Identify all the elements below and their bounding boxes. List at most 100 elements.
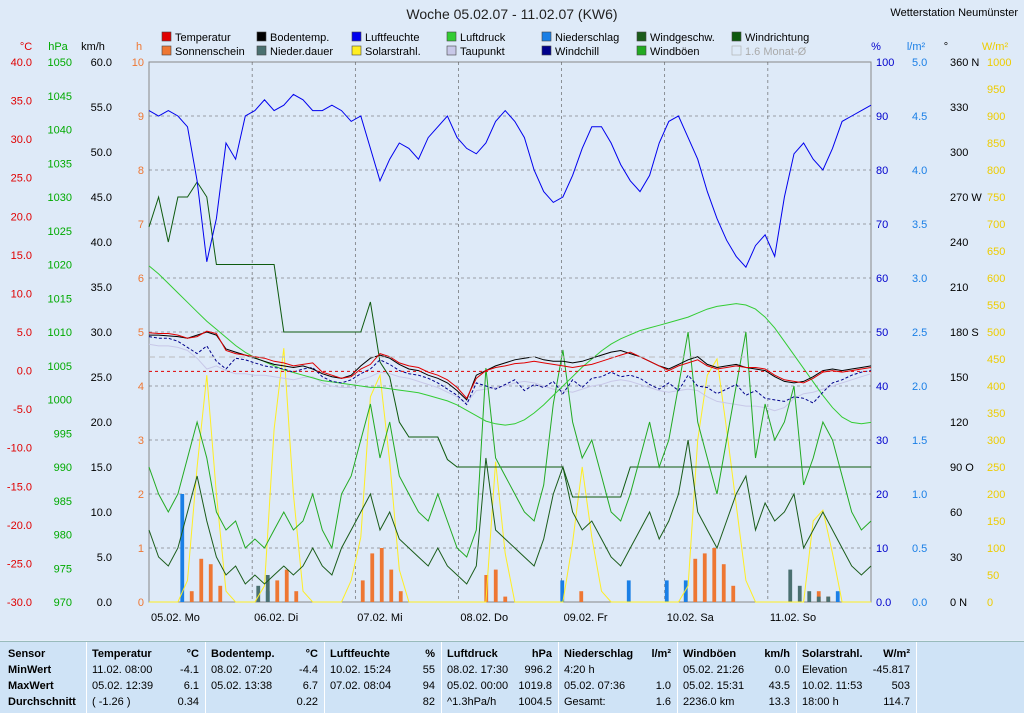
stats-row-labels: Sensor MinWert MaxWert Durchschnitt [0,642,87,713]
legend-swatch [446,31,457,42]
axis-tick-label: 3 [138,435,144,447]
x-tick-label: 07.02. Mi [357,612,402,624]
bar-niederschlag [626,580,631,602]
legend-item: Sonnenschein [161,45,245,58]
bar-niederschlag [683,580,688,602]
legend-item: Taupunkt [446,45,505,58]
axis-tick-label: 5.0 [912,57,927,69]
legend-swatch [161,31,172,42]
x-tick-label: 11.02. So [770,612,816,624]
axis-tick-label: 1000 [987,57,1011,69]
axis-tick-label: 200 [987,489,1005,501]
stats-cell-row: 05.02. 00:00 1019.8 [441,678,558,694]
axis-tick-label: 50 [876,327,888,339]
stats-cell-value: 43.5 [768,680,790,692]
axis-tick-label: 1.0 [912,489,927,501]
stats-cell-value: W/m² [883,648,910,660]
legend-item: Windchill [541,45,599,58]
axis-tick-label: 1045 [48,91,72,103]
stats-cell-row: 05.02. 15:31 43.5 [677,678,796,694]
stats-cell-row: 05.02. 12:39 6.1 [86,678,205,694]
axis-tick-label: 1000 [48,395,72,407]
x-tick-label: 08.02. Do [460,612,508,624]
stats-cell-label: 07.02. 08:04 [330,680,392,692]
stats-cell-label: 08.02. 17:30 [447,664,509,676]
x-tick-label: 09.02. Fr [564,612,608,624]
stats-cell-label: 05.02. 13:38 [211,680,273,692]
axis-unit-label: % [871,41,881,53]
bar-sonnenschein [189,591,194,602]
axis-tick-label: 2.5 [912,327,927,339]
legend-item: Luftdruck [446,31,506,44]
legend-swatch [351,31,362,42]
stats-cell-value: hPa [531,648,552,660]
axis-tick-label: 800 [987,165,1005,177]
bar-sonnenschein [275,580,280,602]
axis-unit-label: l/m² [907,41,926,53]
axis-tick-label: 8 [138,165,144,177]
legend-label: Niederschlag [555,32,619,44]
axis-tick-label: 1.5 [912,435,927,447]
axis-tick-label: 40 [876,381,888,393]
stats-cell-row: Luftdruck hPa [441,646,558,662]
axis-tick-label: 20 [876,489,888,501]
stats-cell-row: 82 [324,694,441,710]
axis-tick-label: 60.0 [91,57,112,69]
bar-sonnenschein [208,564,213,602]
stats-cell-label: 05.02. 12:39 [92,680,154,692]
stats-cell-value: -4.1 [180,664,199,676]
stats-cell-value: 6.1 [183,680,199,692]
axis-tick-label: 400 [987,381,1005,393]
axis-tick-label: -10.0 [7,443,32,455]
stats-column: Windböen km/h 05.02. 21:26 0.0 05.02. 15:31 4… [677,642,797,713]
stats-row-text: MinWert [8,664,52,676]
legend-label: Taupunkt [460,46,505,58]
legend-label: Bodentemp. [270,32,329,44]
axis-tick-label: 15.0 [11,250,32,262]
legend-item: Windrichtung [731,31,809,44]
stats-cell-label: 18:00 h [802,696,839,708]
axis-tick-label: 330 [950,102,968,114]
stats-cell-label: ( -1.26 ) [92,696,131,708]
axis-tick-label: 240 [950,237,968,249]
stats-column: Temperatur °C 11.02. 08:00 -4.1 05.02. 12:39… [86,642,206,713]
stats-cell-row: Temperatur °C [86,646,205,662]
stats-cell-label: 05.02. 00:00 [447,680,509,692]
stats-cell-label: Solarstrahl. [802,648,863,660]
axis-tick-label: 0.0 [876,597,891,609]
bar-sonnenschein [398,591,403,602]
stats-cell-row: ( -1.26 ) 0.34 [86,694,205,710]
axis-tick-label: 5 [138,327,144,339]
axis-tick-label: 0.5 [912,543,927,555]
stats-cell-row: ^1.3hPa/h 1004.5 [441,694,558,710]
stats-cell-value: 1019.8 [518,680,552,692]
axis-tick-label: 50.0 [91,147,112,159]
stats-cell-label: ^1.3hPa/h [447,696,497,708]
legend-swatch [731,31,742,42]
axis-unit-label: ° [944,41,948,53]
stats-cell-label: Luftfeuchte [330,648,390,660]
chart-area: 40.0 35.0 30.0 25.0 20.0 15.0 10.0 5.0 0.0 -5.0 -1… [6,6,1019,624]
axis-tick-label: 30 [876,435,888,447]
legend-item: Luftfeuchte [351,31,419,44]
stats-cell-value: 6.7 [302,680,318,692]
axis-tick-label: 45.0 [91,192,112,204]
stats-cell-row: 08.02. 17:30 996.2 [441,662,558,678]
axis-tick-label: 15.0 [91,462,112,474]
axis-tick-label: 360 N [950,57,979,69]
axis-tick-label: 1015 [48,293,72,305]
stats-cell-row: Bodentemp. °C [205,646,324,662]
axis-tick-label: 2 [138,489,144,501]
stats-row-text: Sensor [8,648,46,660]
stats-cell-label: 10.02. 11:53 [802,680,863,692]
stats-cell-label: 08.02. 07:20 [211,664,273,676]
bar-niederdauer [256,585,261,602]
legend-label: Windrichtung [745,32,809,44]
axis-tick-label: 35.0 [11,96,32,108]
bar-niederdauer [265,575,270,602]
axis-tick-label: 6 [138,273,144,285]
axis-tick-label: 985 [54,496,72,508]
stats-cell-value: km/h [764,648,790,660]
legend-label: Luftfeuchte [365,32,419,44]
axis-tick-label: 0 [138,597,144,609]
